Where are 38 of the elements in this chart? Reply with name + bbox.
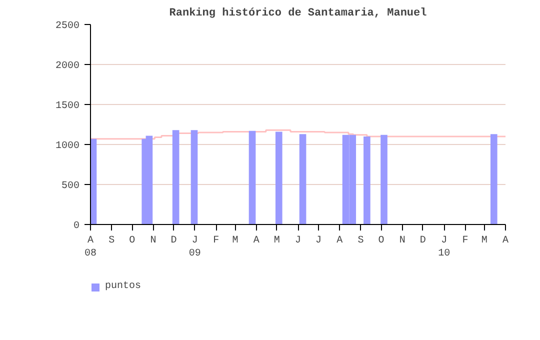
x-tick-label: M (232, 236, 238, 246)
x-tick-label: J (315, 236, 322, 246)
bar (275, 132, 282, 224)
y-tick-label: 1500 (55, 101, 80, 112)
bar (299, 134, 306, 224)
x-tick-label: N (399, 236, 406, 246)
legend-label: puntos (105, 281, 142, 292)
x-tick-label: M (481, 236, 488, 246)
bar (248, 130, 256, 224)
y-tick-label: 2500 (55, 21, 80, 32)
y-tick-label: 2000 (55, 61, 80, 72)
x-tick-label: A 08 (84, 236, 97, 260)
x-tick-label: F (213, 236, 220, 246)
y-tick-label: 500 (61, 181, 80, 192)
x-tick-label: M (274, 236, 280, 246)
chart-title: Ranking histórico de Santamaria, Manuel (169, 8, 428, 20)
x-tick-label: D (170, 236, 177, 246)
x-tick-label: S (358, 236, 364, 246)
x-tick-label: A (502, 236, 509, 246)
y-tick-label: 0 (74, 221, 80, 232)
x-tick-label: O (129, 236, 136, 246)
x-tick-label: F (462, 236, 468, 246)
bar (190, 130, 198, 224)
bar (146, 136, 153, 224)
bar (364, 136, 370, 224)
x-tick-label: S (108, 236, 115, 246)
x-tick-label: N (150, 236, 156, 246)
bar (380, 134, 388, 224)
x-tick-label: J 09 (188, 236, 201, 260)
x-tick-label: A (336, 236, 343, 246)
x-tick-label: D (420, 236, 426, 246)
x-tick-label: O (378, 236, 384, 246)
bar (490, 134, 498, 224)
x-tick-label: A (253, 236, 260, 246)
y-tick-label: 1000 (55, 141, 80, 152)
x-tick-label: J (295, 236, 302, 246)
x-tick-label: J 10 (438, 236, 450, 260)
bar (172, 130, 180, 224)
